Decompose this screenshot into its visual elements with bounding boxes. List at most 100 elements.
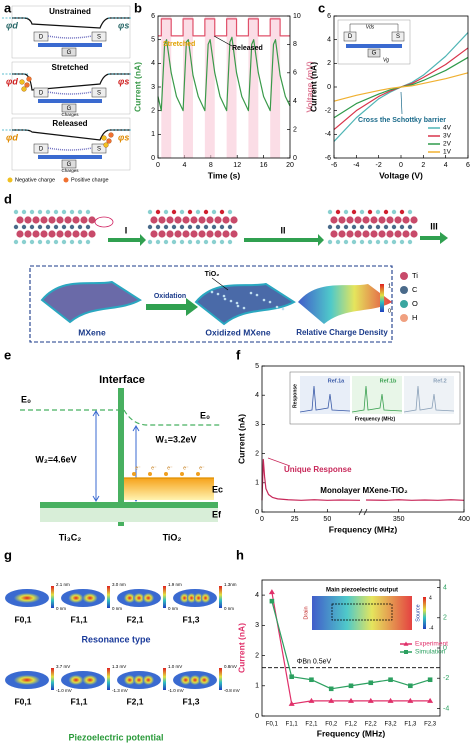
mode-lobe [142,593,154,603]
mode-lobe [200,593,211,603]
marker [328,697,335,703]
series-line [365,499,465,501]
atom [29,224,35,230]
step-arrow [244,234,324,246]
y-tick-label: 0 [255,713,259,720]
atom [399,209,405,215]
marker [289,674,294,680]
atom [206,230,214,238]
colorbar [51,586,54,608]
atom [227,209,233,215]
label: 2.1 nm [56,582,70,587]
marker [308,697,315,703]
stretch-band [204,16,215,158]
atom [378,230,386,238]
atom [195,239,201,245]
atom [174,230,182,238]
atom [330,216,338,224]
atom [182,216,190,224]
atom [150,230,158,238]
x-tick-label: F2,2 [365,722,378,728]
atom [338,216,346,224]
mode-lobe [180,675,192,685]
fermi-level [40,502,218,508]
mxene-sheet [40,280,142,324]
atom [378,216,386,224]
tio2-dot [222,294,226,298]
label: MXene [78,327,106,337]
state-title: Unstrained [49,7,91,16]
label: φs [118,132,129,142]
x-tick-label: 2 [421,162,425,169]
y-tick-label: 3 [255,622,259,629]
tio2-dot [262,298,266,302]
atom [77,239,83,245]
gate [367,48,381,58]
atom [383,224,389,230]
atom [166,230,174,238]
legend-label: 4V [443,125,452,132]
inset-spectrum [351,385,403,413]
charge [26,76,32,82]
x-tick-label: F1,2 [345,722,358,728]
mode-lobe [142,675,154,685]
atom [203,224,209,230]
x-tick-label: 20 [286,162,294,169]
atom [383,239,389,245]
charge [106,138,112,144]
marker [388,677,393,683]
label: F1,1 [70,696,87,706]
marker [328,686,334,692]
atom [214,230,222,238]
mode-lobe [82,675,98,685]
y-tick-label: 1 [255,480,259,487]
y2-tick-label: 4 [293,98,297,105]
label: Interface [99,374,145,386]
label: Ef [212,509,222,519]
label: 4 [429,595,432,601]
gate-oxide [38,43,102,47]
mode-lobe [179,593,190,603]
atom [85,224,91,230]
annotation-arrow [267,457,291,467]
atom [330,230,338,238]
atom [171,239,177,245]
label: I [125,225,128,235]
atom [13,209,19,215]
label: Ref.2 [433,378,446,384]
atom [391,209,397,215]
atom [147,209,153,215]
mode-lobe [68,675,84,685]
y-tick-label: 6 [151,13,155,20]
label: Main piezoelectric output [326,588,398,594]
x-tick-label: F2,3 [424,722,437,728]
atom [155,209,161,215]
label: 0 nm [168,606,178,611]
molecule-ring [94,216,114,228]
atom [174,216,182,224]
tio2-dot [275,305,279,309]
atom [394,216,402,224]
x-axis-label: Frequency (MHz) [317,728,386,738]
label: 1.9 nm [168,582,182,587]
atom [410,230,418,238]
atom [24,230,32,238]
tio2-dot [223,297,227,301]
atom [45,209,51,215]
atom [187,239,193,245]
plot-frame [261,579,441,717]
legend-label: 3V [443,133,452,140]
atom [410,216,418,224]
colorbar [219,668,222,690]
atom [383,209,389,215]
label: Charges [61,168,79,173]
stretch-band [248,16,259,158]
y-tick-label: -6 [325,155,331,162]
atom [219,224,225,230]
atom [155,224,161,230]
atom [407,239,413,245]
atom [362,230,370,238]
label: -1.0 mV [168,688,184,693]
circuit [349,23,399,32]
label: F0,1 [14,614,31,624]
